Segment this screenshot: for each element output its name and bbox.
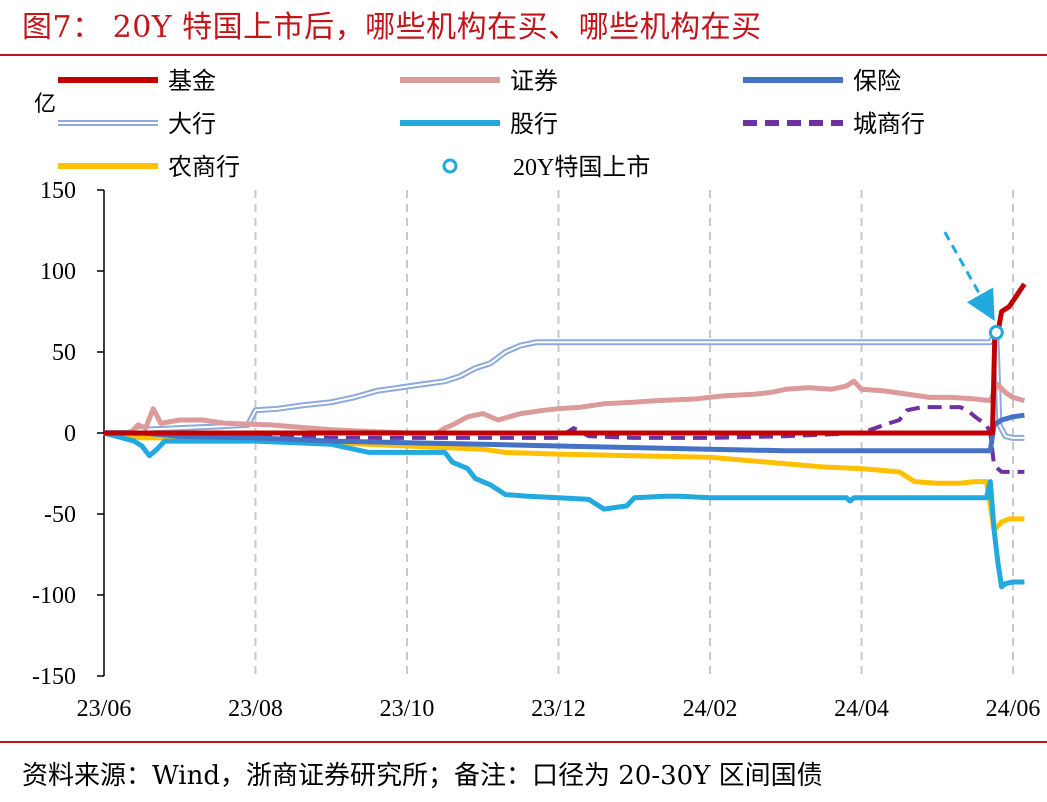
x-tick-label: 24/06 <box>986 696 1041 722</box>
figure-title: 图7： 20Y 特国上市后，哪些机构在买、哪些机构在买 <box>22 10 762 45</box>
legend-label: 证券 <box>510 68 558 95</box>
title-divider <box>0 54 1047 56</box>
y-tick-label: -50 <box>44 502 76 528</box>
x-tick-label: 23/08 <box>228 696 283 722</box>
x-tick-label: 23/10 <box>380 696 435 722</box>
legend-label: 大行 <box>168 111 216 138</box>
listing-marker <box>988 325 1004 341</box>
y-tick-label: 100 <box>40 259 76 285</box>
series-line-保险 <box>104 412 1025 454</box>
y-tick-label: 150 <box>40 178 76 204</box>
y-axis-unit: 亿 <box>34 92 57 117</box>
legend-label: 股行 <box>510 111 558 138</box>
x-tick-label: 24/04 <box>834 696 889 722</box>
line-chart: 23/06 23/08 23/10 23/12 24/02 24/04 24/06 150 10… <box>32 68 1041 722</box>
legend-item: 城商行 <box>743 111 925 138</box>
legend-label: 20Y特国上市 <box>513 154 650 181</box>
x-tick-label: 24/02 <box>683 696 738 722</box>
legend-item: 农商行 <box>58 154 240 181</box>
y-tick-label: -150 <box>32 664 76 690</box>
y-tick-label: -100 <box>32 583 76 609</box>
legend-label: 农商行 <box>168 154 240 181</box>
legend-item: 基金 <box>58 68 216 95</box>
legend-label: 保险 <box>853 68 901 95</box>
legend-swatch <box>442 158 458 174</box>
legend-item: 20Y特国上市 <box>442 154 650 181</box>
series-line-股行 <box>103 430 1025 590</box>
y-tick-label: 0 <box>64 421 76 447</box>
source-divider <box>0 741 1047 743</box>
y-tick-label: 50 <box>52 340 76 366</box>
x-tick-label: 23/12 <box>531 696 586 722</box>
legend-item: 股行 <box>400 111 558 138</box>
x-tick-label: 23/06 <box>77 696 132 722</box>
source-note: 资料来源：Wind，浙商证券研究所；备注：口径为 20-30Y 区间国债 <box>22 761 823 791</box>
legend-label: 基金 <box>168 68 216 95</box>
legend-item: 证券 <box>400 68 558 95</box>
series-line-证券 <box>104 378 1026 436</box>
annotation-arrow <box>943 231 995 321</box>
legend-item: 保险 <box>743 68 901 95</box>
legend-label: 城商行 <box>853 111 925 138</box>
legend-item: 大行 <box>58 111 216 138</box>
